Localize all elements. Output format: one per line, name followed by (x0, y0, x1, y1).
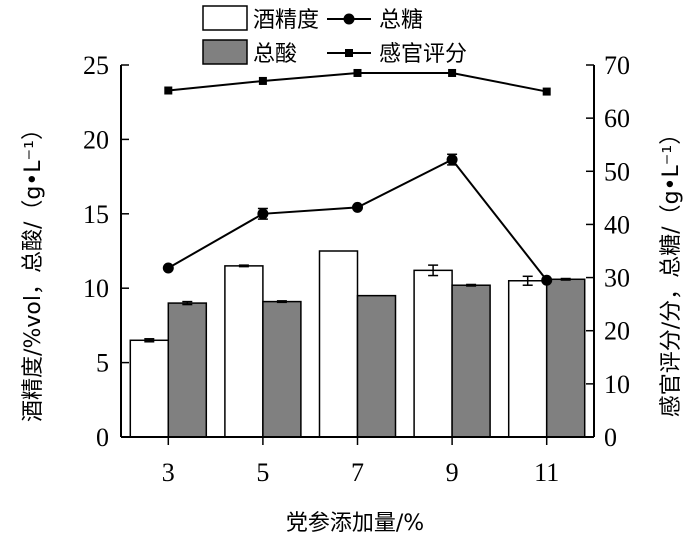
left-y-tick-label: 25 (83, 51, 109, 80)
bar-总酸-5 (262, 300, 302, 438)
error-bar-酒精度-11 (522, 275, 533, 286)
right-y-tick-label: 20 (604, 317, 630, 346)
legend-marker (343, 13, 355, 25)
bar-总酸-11 (545, 278, 586, 438)
left-y-axis-title: 酒精度/%vol，总酸/（g•L⁻¹） (21, 118, 46, 422)
legend-item-总糖: 总糖 (327, 8, 423, 33)
marker-感官评分-9 (448, 68, 457, 77)
marker-总糖-3 (162, 262, 174, 274)
bar-layer (129, 250, 586, 438)
error-bar-总酸-5 (276, 300, 287, 304)
legend-item-总酸: 总酸 (202, 39, 297, 67)
right-y-tick-label: 10 (604, 370, 630, 399)
left-y-tick-label: 0 (96, 423, 109, 452)
right-y-tick-label: 50 (604, 157, 630, 186)
legend-label: 总酸 (253, 42, 297, 67)
bar-酒精度-3 (129, 339, 170, 438)
legend-swatch (202, 5, 248, 31)
marker-感官评分-5 (258, 76, 267, 85)
left-y-tick-label: 15 (83, 200, 109, 229)
x-tick-label: 9 (446, 458, 459, 487)
right-y-tick-label: 30 (604, 264, 630, 293)
right-y-tick-label: 70 (604, 51, 630, 80)
x-tick-label: 11 (534, 458, 559, 487)
error-bar-总酸-3 (182, 300, 193, 306)
error-bar-酒精度-5 (238, 264, 249, 268)
marker-感官评分-7 (353, 68, 362, 77)
marker-总糖-9 (446, 154, 458, 166)
legend-item-感官评分: 感官评分 (327, 42, 467, 67)
axes-layer: 0 5 10 15 20 25 0 10 20 30 40 50 60 70 3 5 7 9 11 (83, 51, 630, 487)
marker-总糖-11 (541, 274, 553, 286)
error-bar-酒精度-9 (428, 264, 439, 277)
marker-总糖-7 (352, 201, 363, 213)
marker-感官评分-11 (542, 87, 551, 96)
error-bar-酒精度-3 (144, 338, 155, 343)
legend-label: 感官评分 (379, 42, 467, 67)
x-axis-title: 党参添加量/% (286, 511, 424, 536)
bar-酒精度-11 (507, 280, 548, 438)
bar-总酸-3 (167, 302, 208, 438)
bar-酒精度-5 (224, 265, 264, 438)
legend-label: 酒精度 (253, 8, 319, 33)
bar-总酸-9 (451, 284, 491, 438)
bar-总酸-7 (356, 294, 397, 438)
x-tick-label: 3 (162, 458, 175, 487)
left-y-tick-label: 10 (83, 274, 109, 303)
error-bar-总酸-11 (560, 277, 571, 281)
legend-swatch (202, 39, 248, 65)
right-y-axis-title: 感官评分/分，总糖/（g•L⁻¹） (659, 123, 684, 417)
marker-总糖-5 (257, 208, 269, 220)
bar-酒精度-7 (318, 250, 359, 438)
axis-titles: 党参添加量/% 酒精度/%vol，总酸/（g•L⁻¹） 感官评分/分，总糖/（g… (21, 118, 684, 536)
x-tick-label: 7 (351, 458, 364, 487)
error-bar-总酸-9 (466, 283, 477, 287)
right-y-tick-label: 60 (604, 104, 630, 133)
right-y-tick-label: 40 (604, 210, 630, 239)
x-tick-label: 5 (256, 458, 269, 487)
legend-label: 总糖 (379, 8, 423, 33)
left-y-tick-label: 5 (96, 349, 109, 378)
marker-感官评分-3 (164, 86, 173, 95)
bar-酒精度-9 (413, 269, 453, 438)
legend-item-酒精度: 酒精度 (202, 5, 319, 33)
line-layer (162, 68, 553, 286)
right-y-tick-label: 0 (604, 423, 617, 452)
left-y-tick-label: 20 (83, 125, 109, 154)
legend-marker (345, 49, 353, 57)
